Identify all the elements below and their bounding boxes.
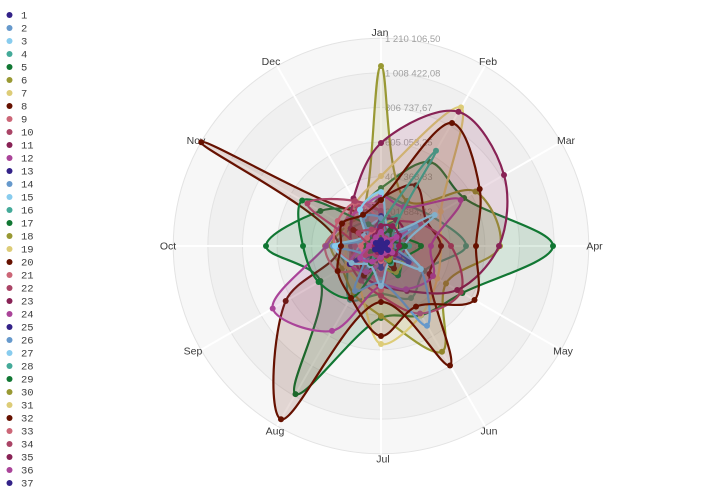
- svg-text:7: 7: [21, 89, 27, 101]
- svg-text:3: 3: [21, 37, 27, 49]
- svg-text:21: 21: [21, 271, 34, 283]
- svg-text:Sep: Sep: [184, 346, 203, 358]
- svg-text:26: 26: [21, 336, 34, 348]
- svg-text:20: 20: [21, 258, 34, 270]
- svg-text:14: 14: [21, 180, 34, 192]
- svg-text:22: 22: [21, 284, 34, 296]
- svg-text:1 210 106,50: 1 210 106,50: [385, 34, 440, 45]
- svg-text:1: 1: [21, 11, 27, 23]
- svg-text:6: 6: [21, 76, 27, 88]
- svg-text:35: 35: [21, 453, 34, 465]
- svg-text:Feb: Feb: [479, 56, 497, 68]
- svg-text:18: 18: [21, 232, 34, 244]
- svg-text:806 737,67: 806 737,67: [385, 103, 433, 114]
- svg-text:4: 4: [21, 50, 27, 62]
- svg-text:Apr: Apr: [586, 241, 603, 253]
- svg-text:May: May: [553, 346, 574, 358]
- svg-text:Dec: Dec: [262, 56, 281, 68]
- svg-text:5: 5: [21, 63, 27, 75]
- svg-text:Jan: Jan: [372, 27, 389, 39]
- svg-text:16: 16: [21, 206, 34, 218]
- svg-text:34: 34: [21, 440, 34, 452]
- svg-text:32: 32: [21, 414, 34, 426]
- svg-text:13: 13: [21, 167, 34, 179]
- svg-text:201 684,42: 201 684,42: [385, 207, 433, 218]
- svg-text:605 053,25: 605 053,25: [385, 138, 433, 149]
- svg-text:27: 27: [21, 349, 34, 361]
- svg-text:30: 30: [21, 388, 34, 400]
- svg-text:36: 36: [21, 466, 34, 478]
- svg-text:Jul: Jul: [376, 454, 389, 466]
- svg-text:24: 24: [21, 310, 34, 322]
- svg-text:2: 2: [21, 24, 27, 36]
- svg-text:25: 25: [21, 323, 34, 335]
- svg-text:403 368,83: 403 368,83: [385, 172, 433, 183]
- svg-text:31: 31: [21, 401, 34, 413]
- svg-text:12: 12: [21, 154, 34, 166]
- svg-text:15: 15: [21, 193, 34, 205]
- svg-text:23: 23: [21, 297, 34, 309]
- svg-text:8: 8: [21, 102, 27, 114]
- svg-text:11: 11: [21, 141, 34, 153]
- svg-text:Aug: Aug: [266, 426, 285, 438]
- svg-text:1 008 422,08: 1 008 422,08: [385, 68, 440, 79]
- svg-text:Oct: Oct: [160, 241, 176, 253]
- svg-text:33: 33: [21, 427, 34, 439]
- svg-text:Mar: Mar: [557, 135, 576, 147]
- svg-text:19: 19: [21, 245, 34, 257]
- svg-text:17: 17: [21, 219, 34, 231]
- svg-text:29: 29: [21, 375, 34, 387]
- svg-text:Jun: Jun: [481, 426, 498, 438]
- svg-text:10: 10: [21, 128, 34, 140]
- svg-text:37: 37: [21, 479, 34, 489]
- svg-text:9: 9: [21, 115, 27, 127]
- svg-text:28: 28: [21, 362, 34, 374]
